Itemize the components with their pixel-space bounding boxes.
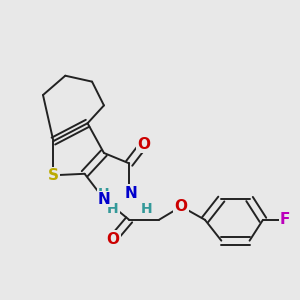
Text: O: O [138,136,151,152]
Text: N: N [124,186,137,201]
Text: H: H [141,202,153,216]
Text: O: O [175,199,188,214]
Text: O: O [106,232,119,247]
Text: H: H [107,202,119,216]
Text: N: N [98,191,110,206]
Text: F: F [280,212,290,227]
Text: S: S [48,168,59,183]
Text: H: H [98,187,110,201]
